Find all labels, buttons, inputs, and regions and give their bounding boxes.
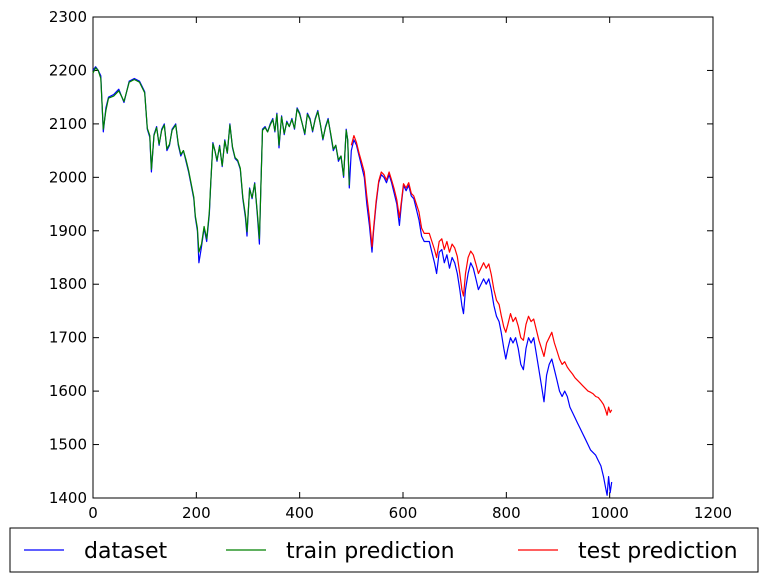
plot-area [92,16,714,499]
y-tick-label: 1600 [49,382,87,400]
legend: dataset train prediction test prediction [9,527,759,573]
y-tick-label: 2200 [49,61,87,79]
x-tick-label: 1200 [694,504,732,522]
series-lines [92,66,613,496]
legend-box [9,527,759,573]
x-tick-label: 1000 [591,504,629,522]
legend-label: test prediction [578,539,738,564]
x-tick-label: 600 [389,504,418,522]
y-tick-label: 2100 [49,115,87,133]
series-line-train-prediction [92,67,350,253]
series-line-test-prediction [350,135,613,416]
axis-tick-labels: 0 200 400 600 800 1000 1200 1400 1500 1600 1700 180… [49,8,732,522]
y-tick-label: 2000 [49,168,87,186]
x-tick-label: 200 [182,504,211,522]
y-tick-label: 1900 [49,222,87,240]
y-tick-label: 1500 [49,436,87,454]
axis-ticks [92,16,714,499]
x-tick-label: 0 [88,504,98,522]
legend-label: train prediction [286,539,455,564]
y-tick-label: 1700 [49,329,87,347]
y-tick-label: 1800 [49,275,87,293]
y-tick-label: 1400 [49,489,87,507]
y-tick-label: 2300 [49,8,87,26]
x-tick-label: 800 [492,504,521,522]
legend-label: dataset [84,539,168,564]
x-tick-label: 400 [285,504,314,522]
